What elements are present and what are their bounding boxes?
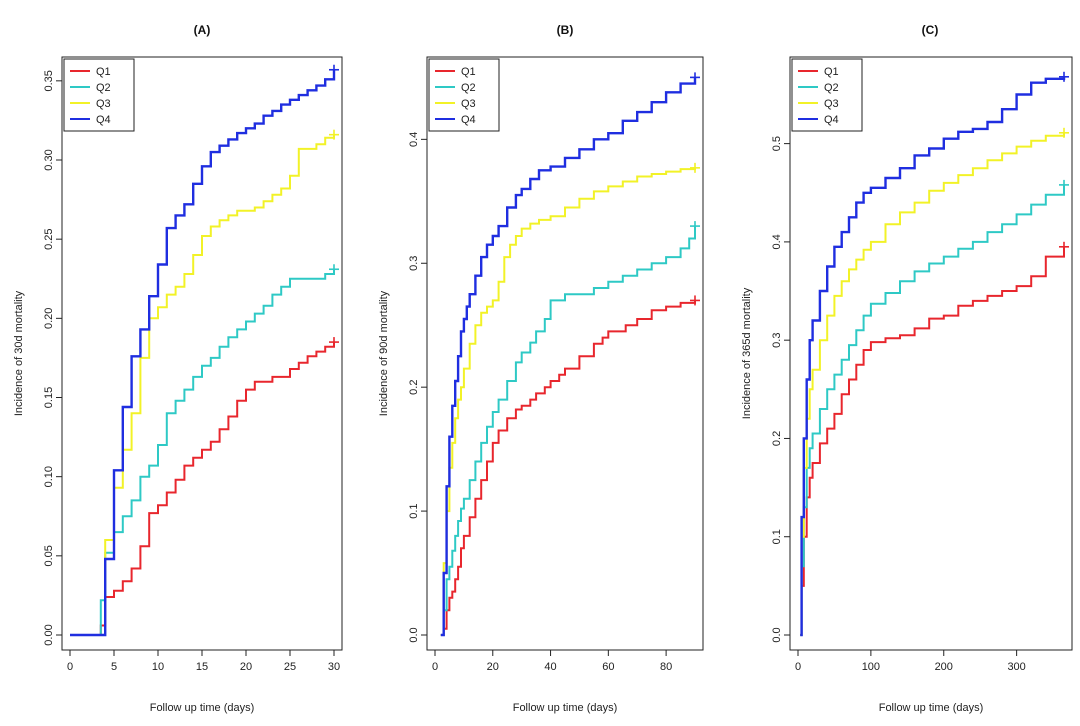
- x-tick-label: 60: [602, 661, 614, 673]
- y-tick-label: 0.15: [43, 387, 55, 408]
- x-tick-label: 200: [935, 661, 953, 673]
- legend-label-q1: Q1: [96, 66, 111, 78]
- x-tick-label: 300: [1007, 661, 1025, 673]
- x-axis-title: Follow up time (days): [513, 702, 618, 714]
- legend: Q1 Q2 Q3 Q4: [428, 58, 500, 132]
- legend-label-q3: Q3: [96, 98, 111, 110]
- y-tick-label: 0.4: [408, 132, 420, 147]
- series-line-q3: [70, 134, 335, 636]
- end-marker-q4: [329, 64, 339, 75]
- legend-label-q2: Q2: [96, 82, 111, 94]
- y-axis-title: Incidence of 365d mortality: [741, 287, 753, 419]
- panel-b: (B) 0 20 40 60 80 Follow up time (days) 0.0 0.1 0…: [378, 23, 704, 714]
- legend-label-q4: Q4: [96, 114, 111, 126]
- legend-label-q1: Q1: [824, 66, 839, 78]
- y-tick-label: 0.20: [43, 308, 55, 329]
- y-tick-label: 0.25: [43, 228, 55, 249]
- x-tick-label: 25: [284, 661, 296, 673]
- x-axis-title: Follow up time (days): [879, 702, 984, 714]
- y-tick-label: 0.2: [771, 431, 783, 446]
- x-tick-label: 40: [544, 661, 556, 673]
- series-line-q4: [440, 77, 697, 637]
- x-tick-label: 0: [795, 661, 801, 673]
- panel-c: (C) 0 100 200 300 Follow up time (days) 0.0 0.1…: [741, 23, 1073, 714]
- y-tick-label: 0.10: [43, 466, 55, 487]
- end-marker-q4: [690, 72, 700, 83]
- x-tick-label: 20: [240, 661, 252, 673]
- x-tick-label: 0: [432, 661, 438, 673]
- y-tick-label: 0.05: [43, 545, 55, 566]
- legend: Q1 Q2 Q3 Q4: [791, 58, 863, 132]
- x-tick-label: 80: [660, 661, 672, 673]
- end-marker-q1: [690, 295, 700, 306]
- series-line-q1: [440, 300, 696, 636]
- end-marker-q1: [329, 337, 339, 348]
- x-tick-label: 15: [196, 661, 208, 673]
- x-axis-title: Follow up time (days): [150, 702, 255, 714]
- series-line-q4: [70, 69, 336, 637]
- y-axis-title: Incidence of 30d mortality: [13, 290, 25, 416]
- x-tick-label: 10: [152, 661, 164, 673]
- y-tick-label: 0.0: [408, 627, 420, 642]
- panel-title: (B): [557, 23, 574, 37]
- y-tick-label: 0.4: [771, 234, 783, 249]
- y-axis-title: Incidence of 90d mortality: [378, 290, 390, 416]
- series-line-q2: [800, 184, 1065, 636]
- series-line-q3: [440, 167, 696, 636]
- y-tick-label: 0.30: [43, 149, 55, 170]
- end-marker-q4: [1059, 71, 1069, 82]
- end-marker-q3: [1059, 127, 1069, 138]
- y-tick-label: 0.5: [771, 136, 783, 151]
- end-marker-q3: [690, 162, 700, 173]
- plot-frame: [426, 56, 704, 651]
- end-marker-q2: [690, 221, 700, 232]
- panel-a: (A) 0 5 10 15 20 25 30 Follow up time (days) 0.00…: [13, 23, 343, 714]
- panel-title: (C): [922, 23, 939, 37]
- x-tick-label: 20: [487, 661, 499, 673]
- legend-label-q3: Q3: [824, 98, 839, 110]
- series-line-q1: [70, 342, 335, 636]
- end-marker-q1: [1059, 241, 1069, 252]
- end-marker-q3: [329, 129, 339, 140]
- panel-title: (A): [194, 23, 211, 37]
- y-tick-label: 0.35: [43, 70, 55, 91]
- legend-label-q4: Q4: [824, 114, 839, 126]
- series-line-q3: [800, 132, 1065, 636]
- x-tick-label: 5: [111, 661, 117, 673]
- plot-frame: [789, 56, 1073, 651]
- y-tick-label: 0.00: [43, 624, 55, 645]
- legend-label-q2: Q2: [461, 82, 476, 94]
- y-tick-label: 0.1: [771, 529, 783, 544]
- series-line-q4: [800, 76, 1066, 637]
- x-tick-label: 0: [67, 661, 73, 673]
- series-line-q2: [70, 269, 335, 636]
- legend: Q1 Q2 Q3 Q4: [63, 58, 135, 132]
- x-tick-label: 30: [328, 661, 340, 673]
- y-tick-label: 0.1: [408, 503, 420, 518]
- x-tick-label: 100: [862, 661, 880, 673]
- y-tick-label: 0.3: [408, 256, 420, 271]
- y-tick-label: 0.2: [408, 380, 420, 395]
- y-tick-label: 0.3: [771, 333, 783, 348]
- legend-label-q2: Q2: [824, 82, 839, 94]
- y-tick-label: 0.0: [771, 627, 783, 642]
- end-marker-q2: [1059, 179, 1069, 190]
- legend-label-q4: Q4: [461, 114, 476, 126]
- series-line-q1: [800, 246, 1065, 636]
- legend-label-q3: Q3: [461, 98, 476, 110]
- series-line-q2: [440, 226, 696, 636]
- end-marker-q2: [329, 264, 339, 275]
- legend-label-q1: Q1: [461, 66, 476, 78]
